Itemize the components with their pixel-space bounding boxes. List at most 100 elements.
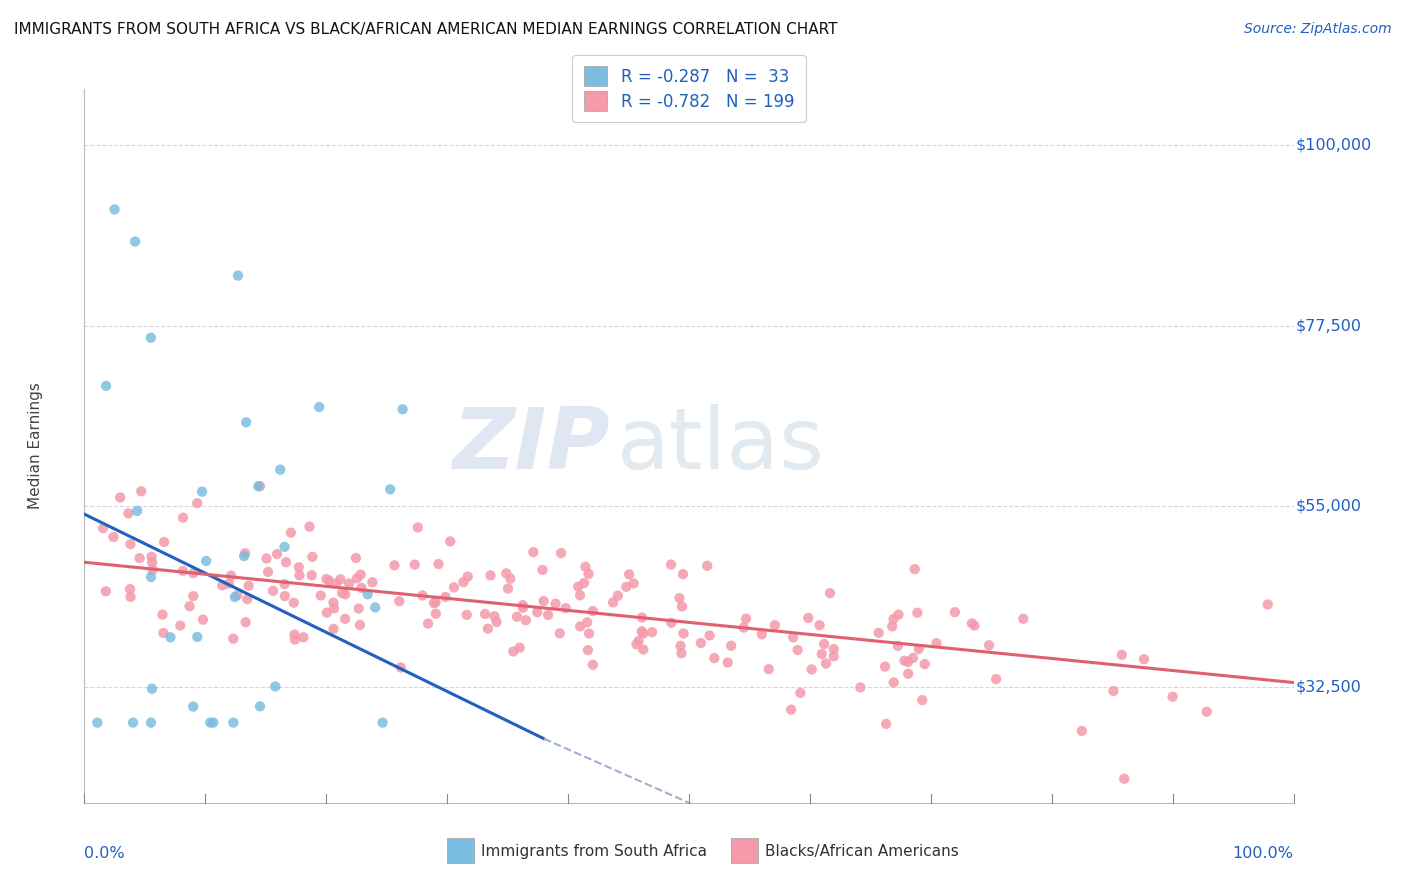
Point [235, 415, 257, 429]
Point [763, 618, 786, 632]
Point [142, 563, 165, 577]
Point [512, 598, 534, 612]
Point [703, 651, 725, 665]
Point [371, 715, 394, 730]
Point [120, 537, 142, 551]
Point [887, 639, 910, 653]
Point [439, 534, 461, 549]
Point [849, 681, 872, 695]
Point [907, 642, 929, 657]
Point [1257, 598, 1279, 612]
Point [699, 628, 721, 642]
Point [141, 555, 163, 569]
Point [882, 619, 904, 633]
Point [153, 535, 176, 549]
Point [346, 571, 368, 585]
Point [960, 616, 983, 631]
Point [139, 331, 162, 345]
Point [883, 675, 905, 690]
Point [233, 546, 256, 560]
Point [720, 639, 742, 653]
Point [337, 576, 360, 591]
Point [808, 618, 831, 632]
Point [191, 484, 214, 499]
Point [284, 632, 307, 647]
FancyBboxPatch shape [731, 838, 758, 863]
Point [515, 613, 537, 627]
Text: Blacks/African Americans: Blacks/African Americans [765, 844, 959, 859]
Point [249, 699, 271, 714]
Point [129, 484, 152, 499]
Point [943, 605, 966, 619]
Point [479, 568, 502, 582]
Point [181, 699, 204, 714]
Point [238, 579, 260, 593]
Point [141, 681, 163, 696]
Point [506, 609, 529, 624]
Point [122, 715, 145, 730]
Point [883, 612, 905, 626]
Text: Median Earnings: Median Earnings [28, 383, 44, 509]
Point [574, 559, 596, 574]
Point [309, 589, 332, 603]
Point [797, 611, 820, 625]
Point [350, 581, 373, 595]
Point [172, 510, 194, 524]
Point [887, 607, 910, 622]
Point [404, 558, 426, 572]
Point [94, 379, 117, 393]
Point [104, 202, 127, 217]
Point [911, 693, 934, 707]
Point [474, 607, 496, 621]
Point [127, 504, 149, 518]
Point [266, 547, 288, 561]
Point [226, 268, 249, 283]
Point [537, 607, 560, 622]
Point [1114, 772, 1136, 786]
Point [191, 613, 214, 627]
Point [329, 573, 352, 587]
Point [567, 580, 589, 594]
Point [103, 530, 125, 544]
Point [818, 586, 841, 600]
Point [485, 615, 508, 629]
Point [322, 622, 344, 636]
Point [226, 588, 249, 602]
Point [318, 574, 340, 588]
Point [218, 576, 240, 591]
Point [186, 496, 208, 510]
Point [531, 563, 554, 577]
Point [813, 637, 835, 651]
Point [672, 626, 695, 640]
Point [484, 609, 506, 624]
Point [91, 521, 114, 535]
Point [576, 615, 599, 630]
Point [356, 587, 378, 601]
Point [522, 545, 544, 559]
Point [914, 657, 936, 672]
Point [631, 610, 654, 624]
Point [322, 596, 344, 610]
Point [509, 640, 531, 655]
Legend: R = -0.287   N =  33, R = -0.782   N = 199: R = -0.287 N = 33, R = -0.782 N = 199 [572, 54, 806, 122]
Point [283, 596, 305, 610]
Point [211, 578, 233, 592]
Point [456, 607, 478, 622]
Point [495, 566, 517, 581]
Point [614, 580, 637, 594]
Point [120, 582, 142, 596]
Point [623, 576, 645, 591]
Text: 0.0%: 0.0% [84, 846, 125, 861]
Point [606, 589, 628, 603]
Point [283, 627, 305, 641]
Point [626, 637, 648, 651]
Point [526, 605, 548, 619]
Point [873, 659, 896, 673]
Point [117, 506, 139, 520]
Point [186, 630, 208, 644]
Point [533, 594, 555, 608]
Point [905, 606, 928, 620]
Point [301, 549, 323, 564]
Text: $77,500: $77,500 [1296, 318, 1362, 334]
Point [423, 596, 446, 610]
